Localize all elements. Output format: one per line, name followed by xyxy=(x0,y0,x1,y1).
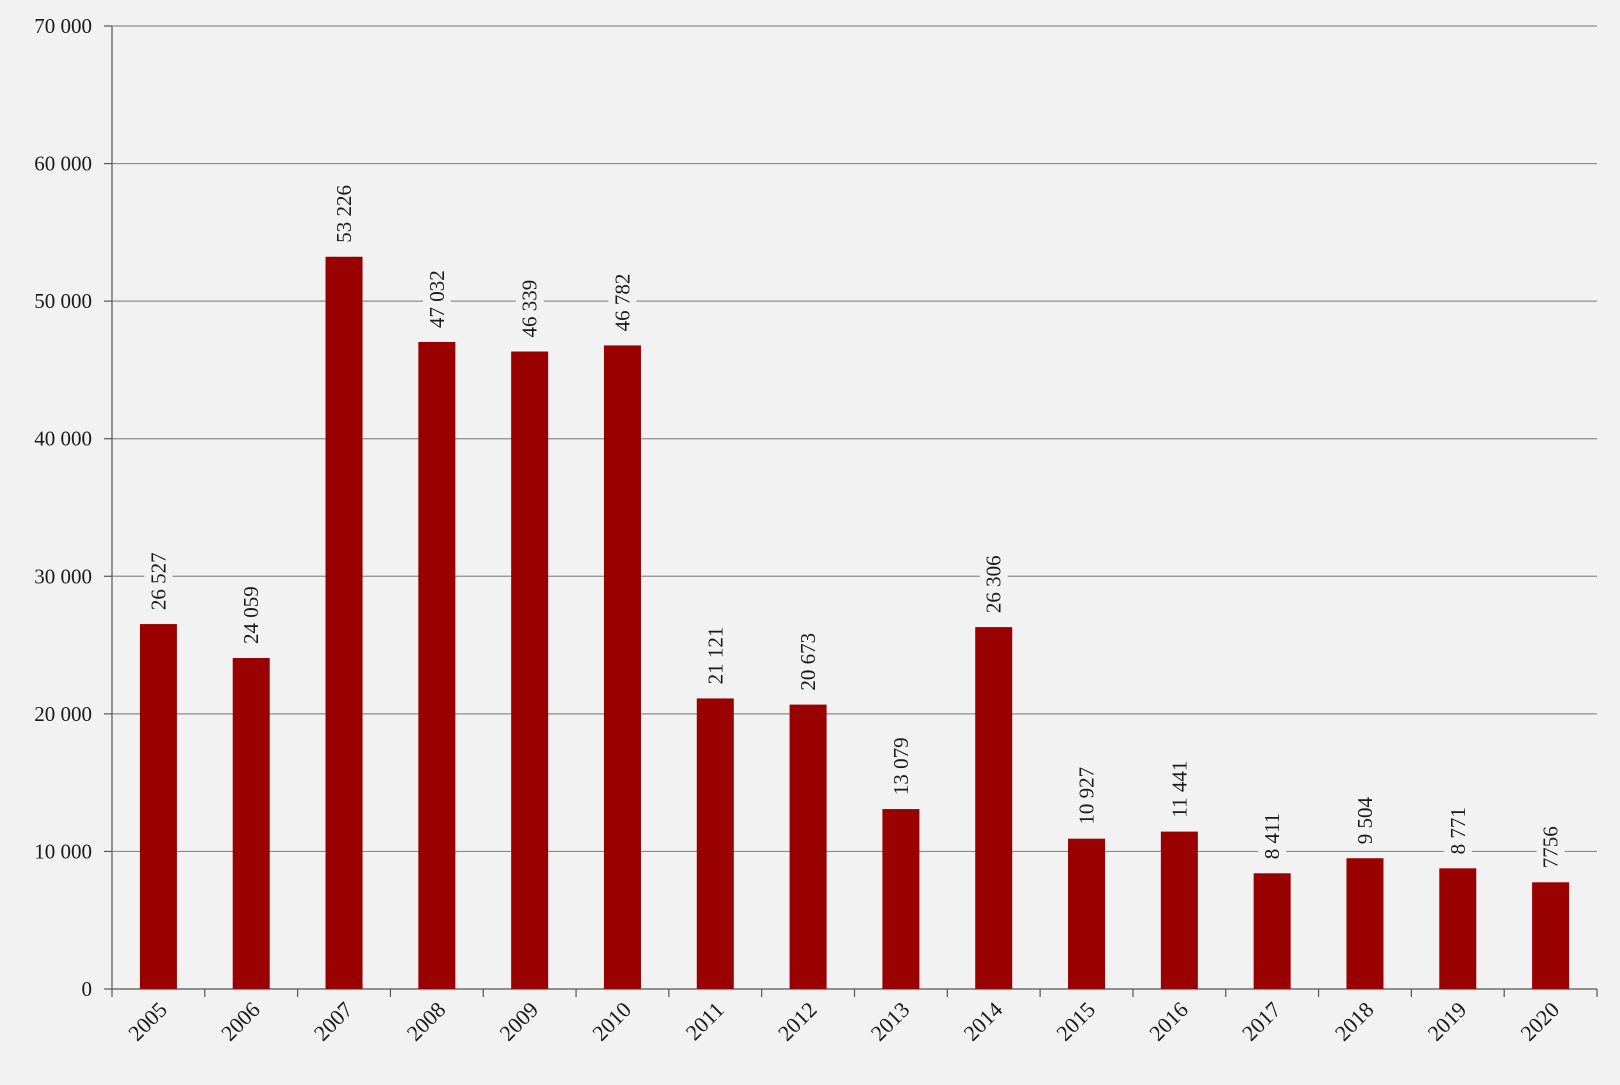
data-label-text: 8 771 xyxy=(1446,807,1470,854)
data-label-2016: 11 441 xyxy=(1165,756,1194,822)
data-label-2019: 8 771 xyxy=(1443,803,1472,859)
x-tick-label: 2018 xyxy=(1330,997,1379,1046)
data-label-background xyxy=(886,733,915,800)
x-tick-label: 2017 xyxy=(1237,997,1286,1046)
data-label-2006: 24 059 xyxy=(237,582,266,649)
bar-2020 xyxy=(1532,882,1570,989)
bar-2015 xyxy=(1068,838,1106,989)
x-axis-ticks: 2005 2006 2007 2008 2009 2010 2011 2012 2013 2014… xyxy=(123,997,1564,1046)
data-label-text: 8 411 xyxy=(1260,813,1284,859)
bar-2011 xyxy=(696,698,734,989)
x-tick-label: 2013 xyxy=(866,997,915,1046)
bar-2017 xyxy=(1253,873,1291,989)
x-tick-label: 2015 xyxy=(1051,997,1100,1046)
x-tick-label: 2010 xyxy=(587,997,636,1046)
x-tick-label: 2016 xyxy=(1144,997,1193,1046)
data-label-2015: 10 927 xyxy=(1072,762,1101,829)
y-tick-label: 70 000 xyxy=(34,14,92,38)
data-label-text: 46 339 xyxy=(518,280,542,338)
data-label-background xyxy=(515,275,544,342)
data-label-background xyxy=(330,181,359,247)
y-tick-label: 50 000 xyxy=(34,289,92,313)
bar-2006 xyxy=(232,658,270,989)
data-label-background xyxy=(1536,822,1565,873)
bar-2010 xyxy=(603,345,641,989)
bar-2019 xyxy=(1439,868,1477,989)
data-label-2005: 26 527 xyxy=(144,548,173,615)
data-label-text: 46 782 xyxy=(610,274,634,332)
data-label-2014: 26 306 xyxy=(979,551,1008,618)
y-axis-ticks: 0 10 000 20 000 30 000 40 000 50 000 60 000 70 … xyxy=(34,14,92,1001)
bar-2009 xyxy=(511,351,549,989)
bar-2012 xyxy=(789,704,827,989)
data-label-2009: 46 339 xyxy=(515,275,544,342)
data-label-background xyxy=(144,548,173,615)
data-label-2012: 20 673 xyxy=(794,628,823,695)
x-tick-label: 2005 xyxy=(123,997,172,1046)
x-tick-label: 2011 xyxy=(681,997,729,1045)
data-label-background xyxy=(1350,792,1379,849)
data-labels: 26 527 24 059 53 226 47 032 46 339 46 782 21 1… xyxy=(144,181,1565,873)
data-label-text: 47 032 xyxy=(425,270,449,328)
data-label-text: 21 121 xyxy=(703,627,727,685)
data-label-background xyxy=(1258,808,1287,864)
bar-2016 xyxy=(1160,831,1198,989)
data-label-text: 13 079 xyxy=(889,737,913,795)
x-tick-label: 2019 xyxy=(1423,997,1472,1046)
x-tick-label: 2014 xyxy=(958,997,1007,1046)
data-label-text: 26 306 xyxy=(982,555,1006,613)
bars xyxy=(139,256,1570,989)
data-label-2020: 7756 xyxy=(1536,822,1565,873)
data-label-2007: 53 226 xyxy=(330,181,359,247)
data-label-text: 26 527 xyxy=(146,552,170,610)
data-label-background xyxy=(422,266,451,332)
bar-2018 xyxy=(1346,858,1384,989)
data-label-background xyxy=(608,269,637,336)
data-label-background xyxy=(1165,756,1194,822)
bar-2013 xyxy=(882,809,920,989)
x-tick-label: 2006 xyxy=(216,997,265,1046)
y-tick-label: 30 000 xyxy=(34,564,92,588)
data-label-background xyxy=(701,622,730,689)
data-label-text: 10 927 xyxy=(1075,767,1099,825)
data-label-background xyxy=(979,551,1008,618)
data-label-text: 20 673 xyxy=(796,633,820,691)
data-label-2018: 9 504 xyxy=(1350,792,1379,849)
data-label-background xyxy=(794,628,823,695)
y-tick-label: 60 000 xyxy=(34,152,92,176)
x-tick-label: 2008 xyxy=(402,997,451,1046)
data-label-2008: 47 032 xyxy=(422,266,451,332)
x-tick-label: 2020 xyxy=(1515,997,1564,1046)
data-label-2013: 13 079 xyxy=(886,733,915,800)
data-label-text: 24 059 xyxy=(239,586,263,644)
data-label-2011: 21 121 xyxy=(701,622,730,689)
data-label-background xyxy=(1072,762,1101,829)
bar-2005 xyxy=(139,624,177,989)
data-label-2017: 8 411 xyxy=(1258,808,1287,864)
x-tick-label: 2007 xyxy=(309,997,358,1046)
data-label-text: 7756 xyxy=(1539,826,1563,868)
data-label-text: 53 226 xyxy=(332,185,356,243)
y-tick-label: 40 000 xyxy=(34,427,92,451)
data-label-background xyxy=(237,582,266,649)
data-label-2010: 46 782 xyxy=(608,269,637,336)
x-tick-label: 2009 xyxy=(494,997,543,1046)
data-label-text: 9 504 xyxy=(1353,797,1377,845)
x-tick-label: 2012 xyxy=(773,997,822,1046)
bar-2007 xyxy=(325,256,363,989)
bar-2008 xyxy=(418,341,456,989)
data-label-text: 11 441 xyxy=(1167,761,1191,818)
y-tick-label: 0 xyxy=(82,977,93,1001)
bar-2014 xyxy=(975,627,1013,989)
y-tick-label: 10 000 xyxy=(34,839,92,863)
y-tick-label: 20 000 xyxy=(34,702,92,726)
data-label-background xyxy=(1443,803,1472,859)
